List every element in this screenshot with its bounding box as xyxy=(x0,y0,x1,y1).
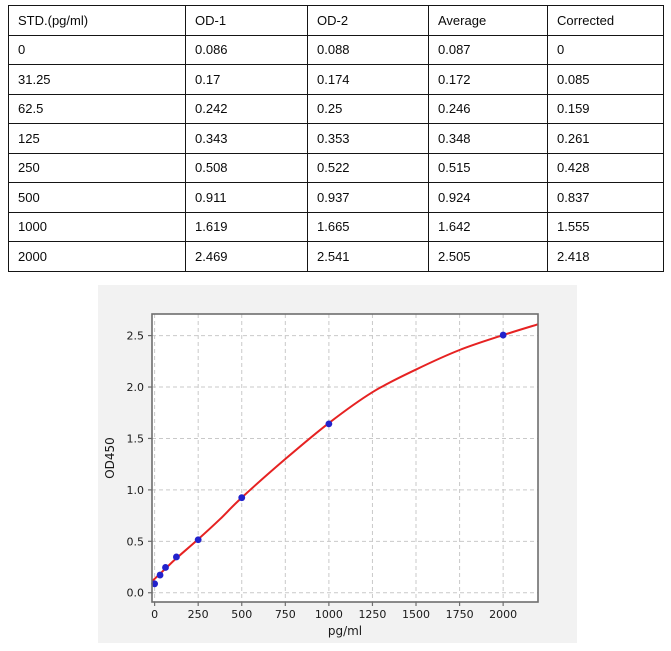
data-point-marker xyxy=(499,331,507,339)
x-axis-label: pg/ml xyxy=(328,624,362,638)
table-cell: 0.174 xyxy=(307,64,429,95)
column-header: Average xyxy=(428,5,548,36)
table-cell: 0 xyxy=(547,34,664,65)
data-point-marker xyxy=(238,494,246,502)
x-tick-label: 250 xyxy=(188,608,209,621)
table-row: 2000 2.469 2.541 2.505 2.418 xyxy=(8,241,664,272)
table-cell: 0.522 xyxy=(307,152,429,183)
standards-table: STD.(pg/ml) OD-1 OD-2 Average Corrected 0 0.0… xyxy=(8,5,664,272)
table-cell: 0.924 xyxy=(428,182,548,213)
table-cell: 0.159 xyxy=(547,93,664,124)
table-row: 62.5 0.242 0.25 0.246 0.159 xyxy=(8,93,664,124)
y-tick-label: 0.0 xyxy=(127,587,145,600)
column-header: OD-2 xyxy=(307,5,429,36)
data-point-marker xyxy=(194,536,202,544)
x-tick-label: 1250 xyxy=(358,608,386,621)
standard-curve-chart: 0 250 500 750 1000 1250 1500 1750 2000 0.0 0.5 1.0 1… xyxy=(98,285,577,643)
table-cell: 0.17 xyxy=(185,64,308,95)
table-row: 0 0.086 0.088 0.087 0 xyxy=(8,34,664,65)
table-cell: 1.555 xyxy=(547,211,664,242)
table-cell: 2.505 xyxy=(428,241,548,272)
plot-border xyxy=(151,313,539,603)
x-tick-label: 1000 xyxy=(315,608,343,621)
table-cell: 1.642 xyxy=(428,211,548,242)
x-tick-label: 500 xyxy=(231,608,252,621)
data-point-marker xyxy=(156,571,164,579)
table-cell: 0.937 xyxy=(307,182,429,213)
table-cell: 0.088 xyxy=(307,34,429,65)
table-cell: 0.911 xyxy=(185,182,308,213)
table-cell: 0.343 xyxy=(185,123,308,154)
table-row: 125 0.343 0.353 0.348 0.261 xyxy=(8,123,664,154)
table-cell: 31.25 xyxy=(8,64,186,95)
table-cell: 1.619 xyxy=(185,211,308,242)
table-cell: 2.541 xyxy=(307,241,429,272)
column-header: STD.(pg/ml) xyxy=(8,5,186,36)
table-cell: 125 xyxy=(8,123,186,154)
table-cell: 62.5 xyxy=(8,93,186,124)
table-cell: 0.085 xyxy=(547,64,664,95)
x-tick-label: 1500 xyxy=(402,608,430,621)
table-cell: 0.087 xyxy=(428,34,548,65)
table-cell: 0.246 xyxy=(428,93,548,124)
data-point-marker xyxy=(172,553,180,561)
table-cell: 0.428 xyxy=(547,152,664,183)
table-cell: 0.348 xyxy=(428,123,548,154)
table-cell: 0.508 xyxy=(185,152,308,183)
table-cell: 0.172 xyxy=(428,64,548,95)
table-cell: 1.665 xyxy=(307,211,429,242)
table-cell: 0.261 xyxy=(547,123,664,154)
x-tick-label: 2000 xyxy=(489,608,517,621)
y-tick-label: 1.0 xyxy=(127,484,145,497)
table-cell: 0.515 xyxy=(428,152,548,183)
y-tick-label: 0.5 xyxy=(127,535,145,548)
table-cell: 0.25 xyxy=(307,93,429,124)
table-cell: 250 xyxy=(8,152,186,183)
table-cell: 0.086 xyxy=(185,34,308,65)
table-cell: 1000 xyxy=(8,211,186,242)
table-row: 1000 1.619 1.665 1.642 1.555 xyxy=(8,211,664,242)
column-header: OD-1 xyxy=(185,5,308,36)
data-point-marker xyxy=(162,564,169,571)
y-tick-label: 2.5 xyxy=(127,330,145,343)
data-point-marker xyxy=(151,580,159,588)
table-cell: 0.353 xyxy=(307,123,429,154)
table-cell: 500 xyxy=(8,182,186,213)
y-tick-label: 2.0 xyxy=(127,381,145,394)
x-tick-label: 1750 xyxy=(446,608,474,621)
y-tick-label: 1.5 xyxy=(127,432,145,445)
table-cell: 2.418 xyxy=(547,241,664,272)
table-row: 500 0.911 0.937 0.924 0.837 xyxy=(8,182,664,213)
table-header-row: STD.(pg/ml) OD-1 OD-2 Average Corrected xyxy=(8,5,664,36)
table-cell: 0 xyxy=(8,34,186,65)
y-axis-label: OD450 xyxy=(103,437,117,479)
data-point-marker xyxy=(325,420,333,428)
table-cell: 2000 xyxy=(8,241,186,272)
table-row: 31.25 0.17 0.174 0.172 0.085 xyxy=(8,64,664,95)
standard-curve-figure: 0 250 500 750 1000 1250 1500 1750 2000 0.0 0.5 1.0 1… xyxy=(98,285,577,643)
table-cell: 0.242 xyxy=(185,93,308,124)
table-body: 0 0.086 0.088 0.087 0 31.25 0.17 0.174 0.172 0.08… xyxy=(8,34,664,272)
plot-area xyxy=(152,314,538,602)
x-tick-label: 750 xyxy=(275,608,296,621)
table-cell: 2.469 xyxy=(185,241,308,272)
x-tick-label: 0 xyxy=(151,608,158,621)
table-row: 250 0.508 0.522 0.515 0.428 xyxy=(8,152,664,183)
table-cell: 0.837 xyxy=(547,182,664,213)
column-header: Corrected xyxy=(547,5,664,36)
